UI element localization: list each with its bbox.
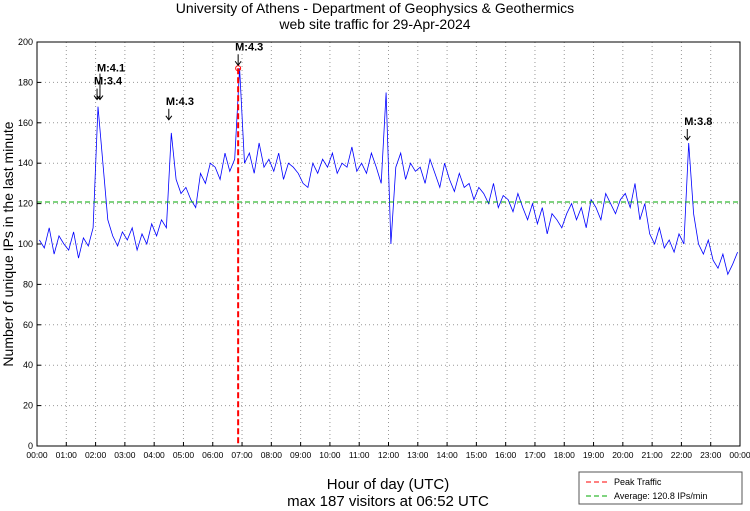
x-tick-label: 02:00: [85, 450, 107, 460]
x-tick-label: 04:00: [144, 450, 166, 460]
y-tick-label: 60: [23, 320, 33, 330]
earthquake-annotation: M:4.3: [235, 41, 263, 53]
chart-title: University of Athens - Department of Geo…: [176, 0, 574, 16]
data-layer: M:3.4M:4.1 M:4.3 M:4.3 M:3.8: [37, 41, 740, 446]
plot-frame: [36, 41, 741, 447]
y-tick-label: 40: [23, 360, 33, 370]
chart-subtitle: web site traffic for 29-Apr-2024: [278, 16, 470, 32]
x-tick-label: 03:00: [114, 450, 136, 460]
annotation-arrowhead: [683, 135, 691, 141]
x-tick-label: 05:00: [173, 450, 195, 460]
x-tick-label: 08:00: [261, 450, 283, 460]
y-tick-label: 0: [28, 441, 33, 451]
x-tick-label: 09:00: [290, 450, 312, 460]
series-line-traffic: [39, 68, 738, 276]
x-tick-label: 11:00: [349, 450, 370, 460]
y-axis-label: Number of unique IPs in the last minute: [0, 121, 16, 366]
x-tick-label: 14:00: [436, 450, 458, 460]
earthquake-annotation: M:3.4: [94, 76, 123, 88]
x-axis-label: Hour of day (UTC): [327, 476, 450, 493]
earthquake-annotation: M:4.3: [166, 96, 194, 108]
legend-average-label: Average: 120.8 IPs/min: [614, 491, 707, 501]
earthquake-annotation: M:3.8: [684, 116, 712, 128]
x-tick-label: 23:00: [700, 450, 722, 460]
annotation-arrowhead: [93, 95, 101, 101]
x-tick-label: 00:00: [729, 450, 750, 460]
x-tick-label: 12:00: [378, 450, 400, 460]
x-tick-label: 22:00: [671, 450, 693, 460]
earthquake-annotation: M:4.1: [97, 63, 125, 75]
x-tick-label: 18:00: [554, 450, 576, 460]
legend-peak-label: Peak Traffic: [614, 477, 662, 487]
y-tick-label: 200: [18, 37, 33, 47]
grid: [37, 42, 740, 446]
y-tick-label: 80: [23, 279, 33, 289]
y-tick-label: 120: [18, 199, 33, 209]
x-tick-label: 19:00: [583, 450, 605, 460]
y-tick-label: 180: [18, 77, 33, 87]
x-tick-label: 06:00: [202, 450, 224, 460]
x-tick-label: 07:00: [231, 450, 253, 460]
x-tick-label: 10:00: [319, 450, 341, 460]
y-tick-label: 140: [18, 158, 33, 168]
x-tick-label: 13:00: [407, 450, 429, 460]
x-tick-label: 00:00: [26, 450, 48, 460]
x-tick-label: 01:00: [56, 450, 78, 460]
axis-ticks: 0 20 40 60 80 100 120 140 160 180 200 00:00 01:00 02:…: [18, 37, 750, 460]
x-tick-label: 17:00: [524, 450, 546, 460]
annotation-arrowhead: [96, 95, 104, 101]
x-tick-label: 20:00: [612, 450, 634, 460]
y-tick-label: 160: [18, 118, 33, 128]
annotation-arrowhead: [165, 115, 173, 121]
x-axis-sublabel: max 187 visitors at 06:52 UTC: [287, 493, 489, 510]
x-tick-label: 21:00: [641, 450, 663, 460]
x-tick-label: 15:00: [466, 450, 488, 460]
y-tick-label: 20: [23, 401, 33, 411]
legend-box: [578, 471, 743, 505]
y-tick-label: 100: [18, 239, 33, 249]
legend: Peak Traffic Average: 120.8 IPs/min: [578, 471, 743, 505]
x-tick-label: 16:00: [495, 450, 517, 460]
annotation-arrowhead: [234, 60, 242, 67]
